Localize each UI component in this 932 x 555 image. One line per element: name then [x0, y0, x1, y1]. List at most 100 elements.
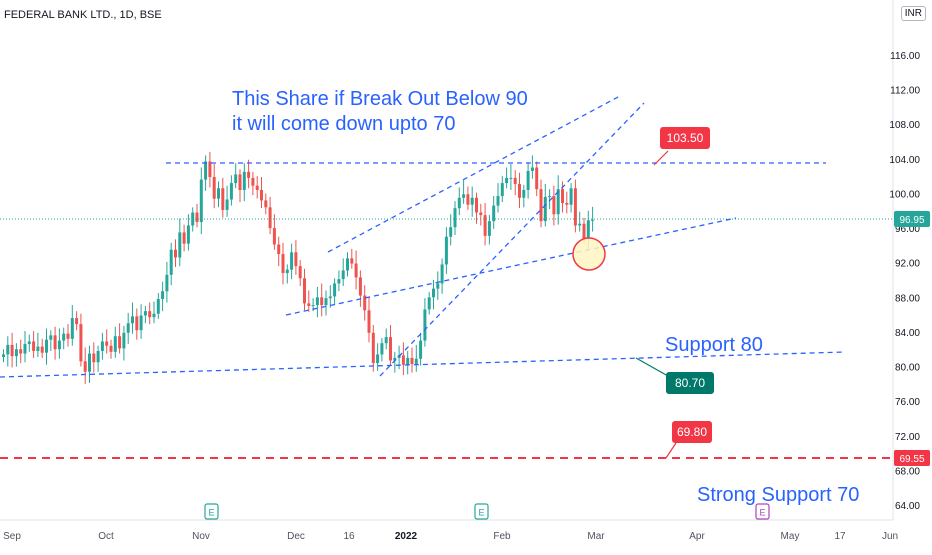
symbol-title: FEDERAL BANK LTD., 1D, BSE [4, 9, 162, 21]
x-tick-10: 17 [834, 531, 846, 542]
channel-lower-line[interactable] [285, 217, 737, 316]
candle-38 [165, 261, 169, 303]
candle-103 [444, 227, 448, 274]
candle-24 [105, 329, 109, 354]
candle-111 [479, 203, 483, 226]
candle-61 [264, 193, 268, 215]
candle-132 [569, 183, 573, 213]
support-80-line[interactable] [0, 351, 846, 378]
x-tick-1: Oct [98, 531, 114, 542]
strong-support-label: Strong Support 70 [697, 484, 859, 506]
candle-45 [195, 203, 199, 228]
candle-51 [221, 177, 225, 218]
earnings-marker-nov[interactable]: E [204, 503, 219, 520]
candle-60 [260, 177, 263, 209]
y-tick-6: 92.00 [895, 259, 920, 270]
candle-110 [475, 192, 478, 224]
candle-35 [152, 301, 156, 324]
candle-113 [487, 215, 491, 245]
candle-97 [419, 332, 423, 366]
candle-125 [539, 179, 543, 228]
currency-badge[interactable]: INR [900, 6, 926, 21]
x-tick-7: Mar [587, 531, 605, 542]
candle-74 [320, 283, 324, 317]
candle-127 [548, 189, 552, 210]
candle-47 [204, 155, 208, 191]
candle-91 [393, 351, 397, 373]
candle-50 [217, 181, 220, 208]
earnings-marker-apr-label: E [759, 508, 765, 518]
candle-42 [182, 224, 186, 252]
candle-11 [49, 330, 53, 351]
y-tick-0: 116.00 [890, 51, 920, 62]
candle-120 [518, 172, 521, 209]
candle-105 [453, 201, 457, 235]
candles [2, 151, 595, 384]
candle-81 [350, 248, 354, 269]
earnings-marker-nov-label: E [208, 508, 214, 518]
red-price-badge-text: 69.55 [899, 454, 924, 465]
time-axis[interactable]: Sep Oct Nov Dec 16 2022 Feb Mar Apr May 17 Jun [3, 531, 898, 542]
candle-123 [530, 155, 534, 179]
candle-119 [513, 170, 517, 196]
candle-12 [53, 326, 57, 360]
support-tag-box [666, 372, 714, 394]
candle-121 [522, 184, 526, 208]
candle-84 [363, 285, 367, 321]
resistance-tag-text: 103.50 [667, 131, 704, 145]
candle-46 [199, 167, 203, 235]
candle-108 [466, 186, 470, 210]
x-tick-5: 2022 [395, 531, 418, 542]
candle-26 [113, 326, 117, 358]
candle-40 [174, 239, 177, 268]
candle-53 [229, 175, 233, 206]
y-tick-11: 72.00 [895, 432, 920, 443]
candle-82 [354, 250, 358, 290]
trend-line-steep[interactable] [379, 102, 645, 377]
candle-112 [483, 202, 487, 246]
candle-17 [75, 311, 79, 331]
candle-27 [118, 323, 122, 354]
candle-137 [591, 206, 595, 232]
candle-62 [268, 196, 272, 235]
candle-23 [100, 332, 104, 360]
earnings-marker-feb[interactable]: E [474, 503, 489, 520]
earnings-marker-apr[interactable]: E [755, 503, 770, 520]
candle-66 [285, 264, 289, 284]
y-tick-8: 84.00 [895, 328, 920, 339]
candle-59 [255, 176, 259, 199]
candle-65 [281, 242, 285, 285]
candle-16 [70, 305, 74, 346]
candle-99 [427, 292, 431, 315]
candle-133 [573, 179, 577, 233]
candle-55 [238, 169, 242, 203]
price-axis[interactable]: 116.00 112.00 108.00 104.00 100.00 96.00 92.00… [889, 51, 920, 512]
candle-122 [526, 162, 530, 199]
candle-14 [62, 327, 66, 350]
candle-7 [32, 331, 36, 358]
candle-32 [139, 304, 143, 339]
channel-upper-line[interactable] [327, 95, 621, 253]
y-tick-13: 64.00 [895, 501, 920, 512]
candle-70 [303, 268, 306, 311]
candle-54 [234, 163, 238, 189]
x-tick-0: Sep [3, 531, 21, 542]
candle-34 [148, 302, 152, 325]
candle-8 [36, 332, 40, 358]
candle-29 [126, 312, 130, 345]
support-tag-text: 80.70 [675, 376, 705, 390]
last-price-badge [894, 211, 930, 227]
candle-57 [247, 159, 251, 189]
candle-71 [307, 290, 311, 313]
candle-80 [346, 252, 349, 277]
headline-line2: it will come down upto 70 [232, 113, 455, 135]
candle-95 [410, 347, 414, 373]
candle-124 [535, 161, 539, 197]
headline-line1: This Share if Break Out Below 90 [232, 88, 528, 110]
candle-52 [225, 185, 229, 217]
earnings-markers[interactable]: E E E [204, 503, 770, 520]
candle-83 [358, 270, 362, 307]
candle-69 [298, 260, 302, 287]
